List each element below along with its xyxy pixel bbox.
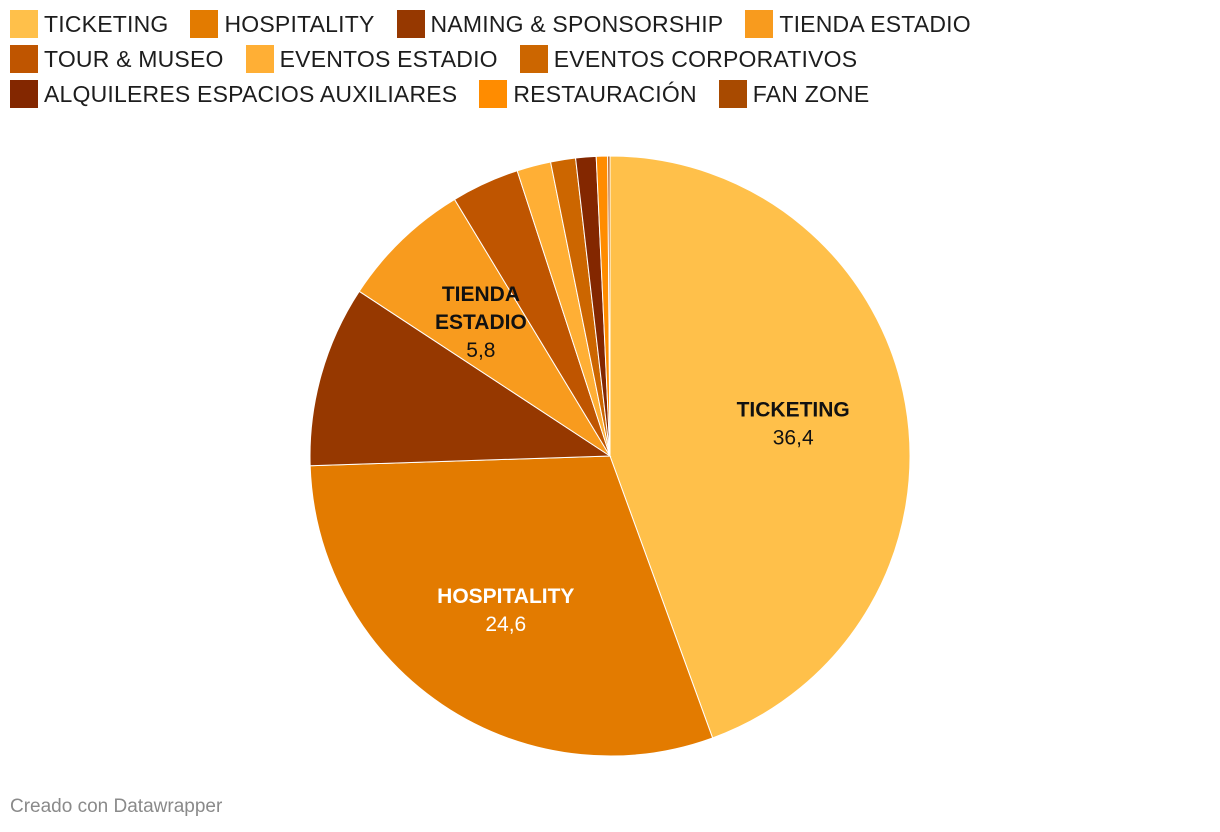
legend-item: EVENTOS CORPORATIVOS [519, 45, 858, 73]
legend-label: FAN ZONE [752, 81, 870, 107]
legend-swatch [745, 10, 774, 38]
legend-label: TOUR & MUSEO [44, 46, 224, 72]
legend-swatch [10, 10, 38, 38]
legend-label: HOSPITALITY [224, 11, 375, 37]
legend-swatch [396, 10, 425, 38]
legend-label: EVENTOS ESTADIO [279, 46, 498, 72]
slice-label-value: 36,4 [773, 427, 814, 450]
legend-item: EVENTOS ESTADIO [245, 45, 498, 73]
pie-slice [309, 290, 612, 467]
legend-item: ALQUILERES ESPACIOS AUXILIARES [10, 80, 457, 108]
slice-label-name: HOSPITALITY [437, 585, 574, 608]
legend-item: FAN ZONE [718, 80, 870, 108]
legend-swatch [10, 80, 38, 108]
legend-label: TIENDA ESTADIO [779, 11, 971, 37]
pie-slice [309, 455, 714, 757]
legend-swatch [10, 45, 38, 73]
legend-swatch [245, 45, 274, 73]
legend-swatch [190, 10, 219, 38]
legend-swatch [479, 80, 508, 108]
slice-label-name: ESTADIO [435, 311, 527, 334]
slice-data-label: TICKETING 36,4 [737, 399, 850, 450]
legend-item: TICKETING [10, 10, 168, 38]
slice-data-label: TIENDA ESTADIO 5,8 [435, 283, 527, 362]
legend-label: NAMING & SPONSORSHIP [430, 11, 724, 37]
legend-item: RESTAURACIÓN [479, 80, 697, 108]
legend-label: ALQUILERES ESPACIOS AUXILIARES [44, 81, 458, 107]
legend-item: TIENDA ESTADIO [745, 10, 971, 38]
legend-label: EVENTOS CORPORATIVOS [553, 46, 858, 72]
legend-item: TOUR & MUSEO [10, 45, 224, 73]
legend-label: TICKETING [44, 11, 169, 37]
pie-slice [607, 155, 611, 457]
chart-legend: TICKETING HOSPITALITY NAMING & SPONSORSHIP… [10, 10, 1210, 108]
slice-label-name: TIENDA [442, 283, 520, 306]
slice-label-value: 24,6 [485, 613, 526, 636]
slice-label-value: 5,8 [466, 339, 495, 362]
legend-swatch [519, 45, 548, 73]
footer-credit: Creado con Datawrapper [10, 796, 223, 817]
legend-label: RESTAURACIÓN [513, 81, 697, 107]
legend-item: HOSPITALITY [190, 10, 374, 38]
pie-slice [358, 198, 611, 457]
slice-data-label: HOSPITALITY 24,6 [437, 585, 574, 636]
slice-label-name: TICKETING [737, 399, 850, 422]
legend-item: NAMING & SPONSORSHIP [396, 10, 724, 38]
legend-swatch [718, 80, 747, 108]
pie-slice [609, 155, 911, 739]
